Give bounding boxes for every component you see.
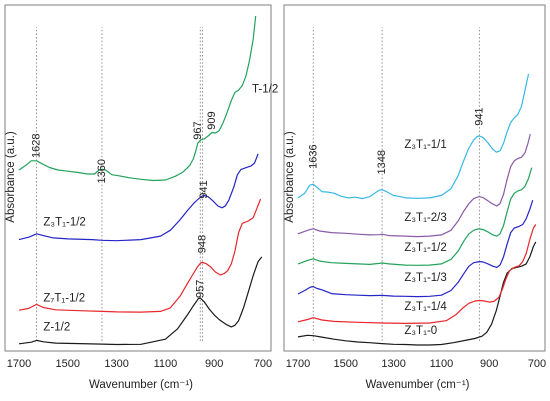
curve-label-1: Z₃T₁-0 (404, 325, 437, 337)
peak-label-967: 967 (192, 121, 204, 139)
curve-label-6: Z₃T₁-1/1 (404, 139, 446, 151)
right-x-axis-label: Wavenumber (cm⁻¹) (365, 379, 469, 391)
curve-label-1: Z-1/2 (43, 322, 70, 334)
left-x-axis-label: Wavenumber (cm⁻¹) (89, 379, 193, 391)
left-panel: 1700 1500 1300 1100 900 700 Z-1/2 Z₇T₁-1/2 Z₃T₁… (4, 4, 279, 391)
peak-label-1628: 1628 (31, 134, 43, 158)
curve-label-5: Z₃T₁-2/3 (404, 212, 446, 224)
spectrum-line-6 (297, 73, 530, 200)
curve-label-3: Z₃T₁-1/2 (43, 217, 85, 229)
left-y-axis-label: Absorbance (a.u.) (5, 131, 17, 223)
spectrum-line-1 (297, 241, 537, 346)
peak-label-1348: 1348 (376, 150, 388, 174)
x-tick-label: 1700 (7, 358, 31, 370)
peak-label-1360: 1360 (96, 159, 108, 183)
x-tick-label: 900 (480, 358, 498, 370)
spectrum-line-5 (297, 133, 531, 238)
peak-label-941: 941 (198, 180, 210, 198)
x-tick-label: 700 (254, 358, 272, 370)
x-tick-label: 1300 (381, 358, 405, 370)
spectrum-line-3 (18, 153, 259, 242)
x-tick-label: 1500 (334, 358, 358, 370)
curve-label-2: Z₇T₁-1/2 (43, 292, 85, 304)
peak-label-909: 909 (206, 111, 218, 129)
x-tick-label: 1300 (104, 358, 128, 370)
curve-label-4: Z₃T₁-1/2 (404, 242, 446, 254)
spectrum-line-2 (18, 198, 262, 313)
x-tick-label: 1100 (430, 358, 454, 370)
left-x-ticks: 1700 1500 1300 1100 900 700 (7, 358, 272, 370)
peak-label-1636: 1636 (307, 144, 319, 168)
peak-label-941: 941 (473, 107, 485, 125)
x-tick-label: 1700 (286, 358, 310, 370)
peak-label-948: 948 (196, 235, 208, 253)
curve-label-3: Z₃T₁-1/3 (404, 272, 446, 284)
right-spectra (297, 73, 537, 346)
curve-label-4: T-1/2 (252, 83, 278, 95)
left-panel-frame (4, 4, 272, 352)
x-tick-label: 900 (205, 358, 223, 370)
right-labels: Z₃T₁-0 Z₃T₁-1/4 Z₃T₁-1/3 Z₃T₁-1/2 Z₃T₁-2/3 Z₃… (307, 107, 485, 336)
x-tick-label: 1100 (154, 358, 178, 370)
spectrum-line-4 (297, 167, 533, 266)
right-x-ticks: 1700 1500 1300 1100 900 700 (286, 358, 546, 370)
spectrum-line-2 (297, 224, 537, 324)
right-panel: 1700 1500 1300 1100 900 700 Z₃T₁-0Z₃T₁-1/4Z₃T… (283, 4, 546, 391)
peak-label-957: 957 (194, 280, 206, 298)
spectrum-line-4 (18, 15, 257, 182)
spectrum-line-3 (297, 200, 534, 298)
x-tick-label: 1500 (56, 358, 80, 370)
left-spectra (18, 15, 263, 346)
x-tick-label: 700 (528, 358, 546, 370)
spectrum-line-1 (18, 256, 263, 346)
right-y-axis-label: Absorbance (a.u.) (284, 131, 296, 223)
left-labels: Z-1/2 Z₇T₁-1/2 Z₃T₁-1/2 T-1/2 1628 1360 967909… (31, 83, 279, 333)
right-panel-frame (283, 4, 546, 352)
curve-label-2: Z₃T₁-1/4 (404, 301, 447, 313)
